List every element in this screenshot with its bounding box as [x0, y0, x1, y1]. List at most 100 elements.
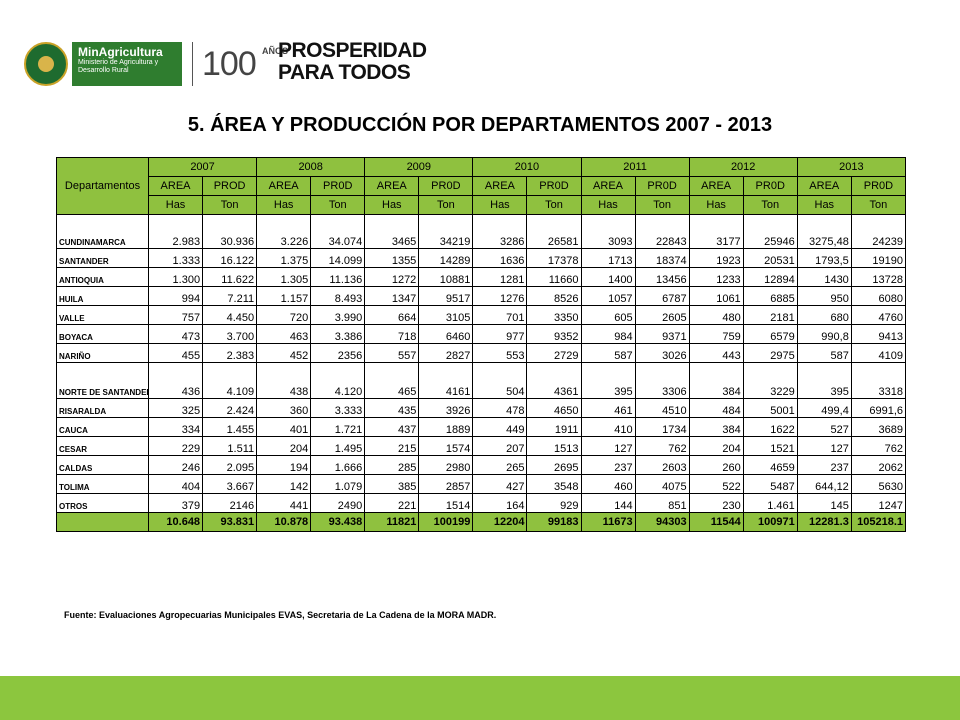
value-cell: 4.120 [310, 362, 366, 399]
value-cell: 26581 [526, 214, 582, 249]
value-cell: 452 [256, 343, 312, 363]
value-cell: 3177 [688, 214, 744, 249]
value-cell: 4.109 [202, 362, 258, 399]
value-cell: 145 [796, 493, 852, 513]
value-cell: 990,8 [796, 324, 852, 344]
value-cell: 1400 [580, 267, 636, 287]
measure-header: PR0D [310, 176, 366, 196]
page-title: 5. ÁREA Y PRODUCCIÓN POR DEPARTAMENTOS 2… [187, 114, 773, 136]
value-cell: 480 [688, 305, 744, 325]
value-cell: 4075 [634, 474, 690, 494]
value-cell: 237 [580, 455, 636, 475]
value-cell: 2980 [418, 455, 474, 475]
department-name: TOLIMA [56, 474, 149, 494]
value-cell: 478 [472, 398, 528, 418]
total-cell: 11544 [688, 512, 744, 532]
value-cell: 2603 [634, 455, 690, 475]
value-cell: 3689 [850, 417, 907, 437]
value-cell: 3.386 [310, 324, 366, 344]
year-header: 2011 [580, 157, 690, 177]
value-cell: 2.424 [202, 398, 258, 418]
value-cell: 1061 [688, 286, 744, 306]
value-cell: 1713 [580, 248, 636, 268]
value-cell: 9517 [418, 286, 474, 306]
value-cell: 16.122 [202, 248, 258, 268]
department-name: RISARALDA [56, 398, 149, 418]
value-cell: 6885 [742, 286, 798, 306]
value-cell: 1057 [580, 286, 636, 306]
year-header: 2010 [472, 157, 582, 177]
value-cell: 30.936 [202, 214, 258, 249]
measure-header: AREA [472, 176, 528, 196]
value-cell: 2857 [418, 474, 474, 494]
value-cell: 950 [796, 286, 852, 306]
value-cell: 929 [526, 493, 582, 513]
value-cell: 1889 [418, 417, 474, 437]
production-table: Departamentos 2007 2008 2009 2010 2011 2012 20… [56, 157, 907, 532]
department-name: HUILA [56, 286, 149, 306]
unit-header: Has [147, 195, 204, 215]
value-cell: 851 [634, 493, 690, 513]
colombia-coat-of-arms-icon [24, 42, 68, 86]
value-cell: 1272 [364, 267, 420, 287]
value-cell: 18374 [634, 248, 690, 268]
value-cell: 977 [472, 324, 528, 344]
value-cell: 718 [364, 324, 420, 344]
logo-divider [192, 42, 193, 86]
value-cell: 164 [472, 493, 528, 513]
value-cell: 449 [472, 417, 528, 437]
value-cell: 1636 [472, 248, 528, 268]
department-name: NARIÑO [56, 343, 149, 363]
value-cell: 34219 [418, 214, 474, 249]
total-cell: 99183 [526, 512, 582, 532]
value-cell: 757 [147, 305, 204, 325]
value-cell: 5487 [742, 474, 798, 494]
value-cell: 325 [147, 398, 204, 418]
total-cell: 100971 [742, 512, 798, 532]
ministry-logo: MinAgricultura Ministerio de Agricultura… [72, 42, 182, 86]
value-cell: 3548 [526, 474, 582, 494]
total-cell: 12204 [472, 512, 528, 532]
department-name: VALLE [56, 305, 149, 325]
value-cell: 1513 [526, 436, 582, 456]
value-cell: 127 [580, 436, 636, 456]
value-cell: 680 [796, 305, 852, 325]
value-cell: 522 [688, 474, 744, 494]
value-cell: 395 [580, 362, 636, 399]
value-cell: 1923 [688, 248, 744, 268]
value-cell: 438 [256, 362, 312, 399]
year-header: 2009 [364, 157, 474, 177]
value-cell: 17378 [526, 248, 582, 268]
value-cell: 2605 [634, 305, 690, 325]
value-cell: 246 [147, 455, 204, 475]
value-cell: 557 [364, 343, 420, 363]
departments-header: Departamentos [56, 157, 149, 215]
value-cell: 3306 [634, 362, 690, 399]
unit-header: Has [256, 195, 312, 215]
value-cell: 473 [147, 324, 204, 344]
value-cell: 1233 [688, 267, 744, 287]
ministry-subtitle: Ministerio de Agricultura y Desarrollo R… [78, 59, 159, 74]
value-cell: 360 [256, 398, 312, 418]
years-label: AÑOS [262, 46, 289, 56]
value-cell: 22843 [634, 214, 690, 249]
value-cell: 3093 [580, 214, 636, 249]
value-cell: 10881 [418, 267, 474, 287]
value-cell: 435 [364, 398, 420, 418]
value-cell: 7.211 [202, 286, 258, 306]
value-cell: 285 [364, 455, 420, 475]
value-cell: 1622 [742, 417, 798, 437]
value-cell: 379 [147, 493, 204, 513]
unit-header: Has [472, 195, 528, 215]
year-header-row: Departamentos 2007 2008 2009 2010 2011 2012 20… [56, 157, 907, 215]
value-cell: 11660 [526, 267, 582, 287]
totals-row: 10.648 93.831 10.878 93.438 11821 100199 12204… [56, 512, 907, 532]
unit-header: Ton [742, 195, 798, 215]
table-body: CUNDINAMARCA 2.983 30.936 3.226 34.074 3465 34… [56, 214, 907, 532]
value-cell: 260 [688, 455, 744, 475]
department-name: CESAR [56, 436, 149, 456]
value-cell: 6460 [418, 324, 474, 344]
total-cell: 11821 [364, 512, 420, 532]
value-cell: 6787 [634, 286, 690, 306]
years-number: 100 [202, 45, 257, 83]
